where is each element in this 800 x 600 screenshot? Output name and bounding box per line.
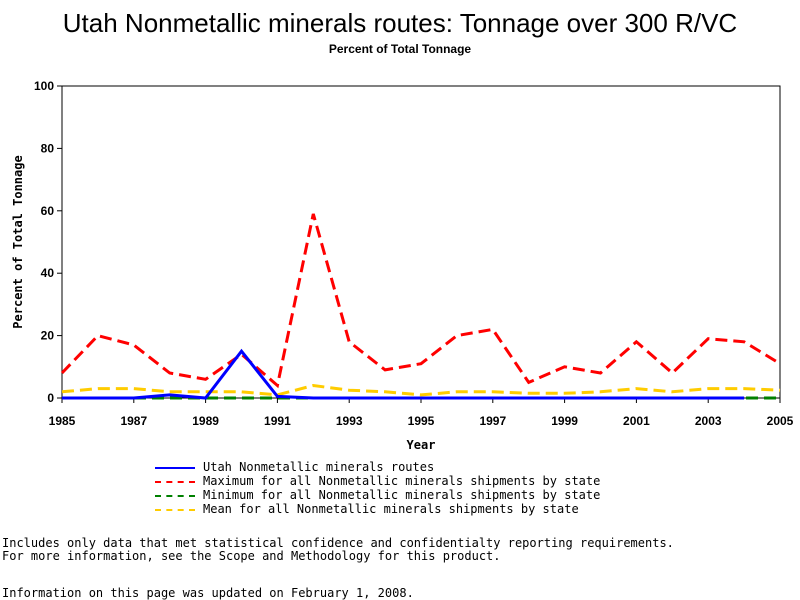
x-tick-label: 1987: [120, 414, 147, 428]
chart-title: Utah Nonmetallic minerals routes: Tonnag…: [62, 8, 738, 38]
x-tick-label: 1985: [49, 414, 76, 428]
x-tick-label: 2003: [695, 414, 722, 428]
chart-subtitle: Percent of Total Tonnage: [328, 42, 472, 56]
plot-frame: [61, 85, 781, 399]
legend-swatch-yellow: [155, 509, 195, 511]
x-tick-label: 1997: [479, 414, 506, 428]
y-tick-label: 40: [41, 266, 55, 280]
x-tick-label: 2005: [767, 414, 794, 428]
legend-swatch-blue: [155, 467, 195, 469]
x-tick-label: 1999: [551, 414, 578, 428]
legend-label: Minimum for all Nonmetallic minerals shi…: [203, 488, 601, 502]
y-tick-label: 60: [41, 204, 55, 218]
note-updated: Information on this page was updated on …: [2, 586, 414, 600]
series-line-maximum: [60, 213, 781, 389]
legend-label: Mean for all Nonmetallic minerals shipme…: [203, 502, 579, 516]
y-tick-label: 20: [41, 329, 55, 343]
axis-ticks: 0 20 40 60 80 100 1985 1987 1989 1991 1993 1995 1997…: [34, 79, 794, 428]
y-tick-label: 100: [34, 79, 54, 93]
x-tick-label: 1989: [192, 414, 219, 428]
x-axis-title: Year: [407, 438, 436, 452]
note-confidence: Includes only data that met statistical …: [2, 536, 674, 550]
series-layer: [60, 213, 781, 400]
y-axis-title: Percent of Total Tonnage: [11, 155, 25, 328]
y-tick-label: 80: [41, 141, 55, 155]
legend-swatch-green: [155, 495, 195, 497]
y-tick-label: 0: [47, 391, 54, 405]
legend-label: Maximum for all Nonmetallic minerals shi…: [203, 474, 601, 488]
series-line-utah-routes: [62, 348, 745, 400]
note-methodology: For more information, see the Scope and …: [2, 549, 501, 563]
x-tick-label: 2001: [623, 414, 650, 428]
legend-swatch-red: [155, 481, 195, 483]
legend-label: Utah Nonmetallic minerals routes: [203, 460, 435, 474]
x-tick-label: 1993: [336, 414, 363, 428]
x-tick-label: 1995: [408, 414, 435, 428]
series-line-mean: [61, 383, 781, 397]
x-tick-label: 1991: [264, 414, 291, 428]
